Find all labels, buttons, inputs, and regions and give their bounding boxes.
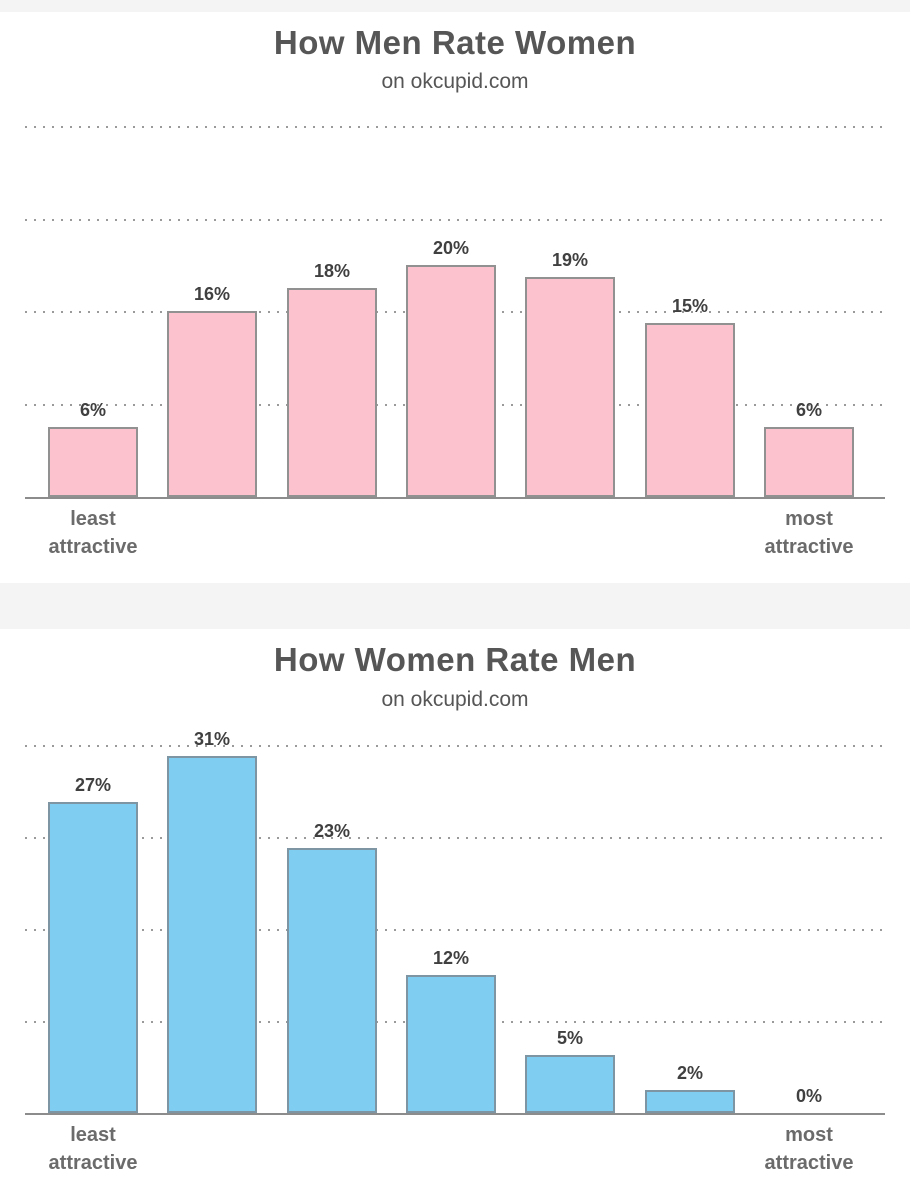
axis-label-line: attractive <box>764 536 854 558</box>
gridline <box>25 745 885 747</box>
axis-label-line: most <box>785 1124 833 1146</box>
bar-value-label: 6% <box>795 400 822 420</box>
bar <box>287 288 377 497</box>
x-axis-right-label: most attractive <box>719 1121 899 1177</box>
bar <box>645 323 735 497</box>
gridline <box>25 929 885 931</box>
axis-label-line: attractive <box>48 1152 138 1174</box>
bar-value-label: 0% <box>795 1086 822 1106</box>
bar <box>406 265 496 497</box>
bar <box>525 1055 615 1113</box>
bar <box>525 277 615 497</box>
bar <box>287 848 377 1113</box>
x-axis-line <box>25 1113 885 1115</box>
bar-value-label: 6% <box>79 400 106 420</box>
gridline <box>25 126 885 128</box>
bar-value-label: 18% <box>313 261 351 281</box>
chart2-title: How Women Rate Men <box>273 641 637 678</box>
axis-label-line: least <box>70 508 116 530</box>
bar-value-label: 31% <box>193 729 231 749</box>
gridline <box>25 837 885 839</box>
x-axis-left-label: least attractive <box>3 1121 183 1177</box>
axis-label-line: attractive <box>764 1152 854 1174</box>
bar-value-label: 23% <box>313 821 351 841</box>
x-axis-left-label: least attractive <box>3 505 183 561</box>
bar-value-label: 12% <box>432 948 470 968</box>
gridline <box>25 219 885 221</box>
bar <box>167 311 257 497</box>
chart1-subtitle: on okcupid.com <box>381 70 529 93</box>
bar <box>48 427 138 497</box>
bar <box>645 1090 735 1113</box>
axis-label-line: least <box>70 1124 116 1146</box>
bar-value-label: 19% <box>551 250 589 270</box>
section-divider <box>0 583 910 629</box>
bar-value-label: 2% <box>676 1063 703 1083</box>
chart2-subtitle: on okcupid.com <box>381 688 529 711</box>
axis-label-line: most <box>785 508 833 530</box>
bar-value-label: 15% <box>671 296 709 316</box>
x-axis-line <box>25 497 885 499</box>
bar <box>48 802 138 1113</box>
x-axis-right-label: most attractive <box>719 505 899 561</box>
axis-label-line: attractive <box>48 536 138 558</box>
bar <box>764 427 854 497</box>
bar-value-label: 16% <box>193 284 231 304</box>
bar <box>406 975 496 1113</box>
bar-value-label: 5% <box>556 1028 583 1048</box>
bar-value-label: 20% <box>432 238 470 258</box>
chart1-title: How Men Rate Women <box>273 24 637 61</box>
bar <box>167 756 257 1113</box>
top-strip <box>0 0 910 12</box>
bar-value-label: 27% <box>74 775 112 795</box>
